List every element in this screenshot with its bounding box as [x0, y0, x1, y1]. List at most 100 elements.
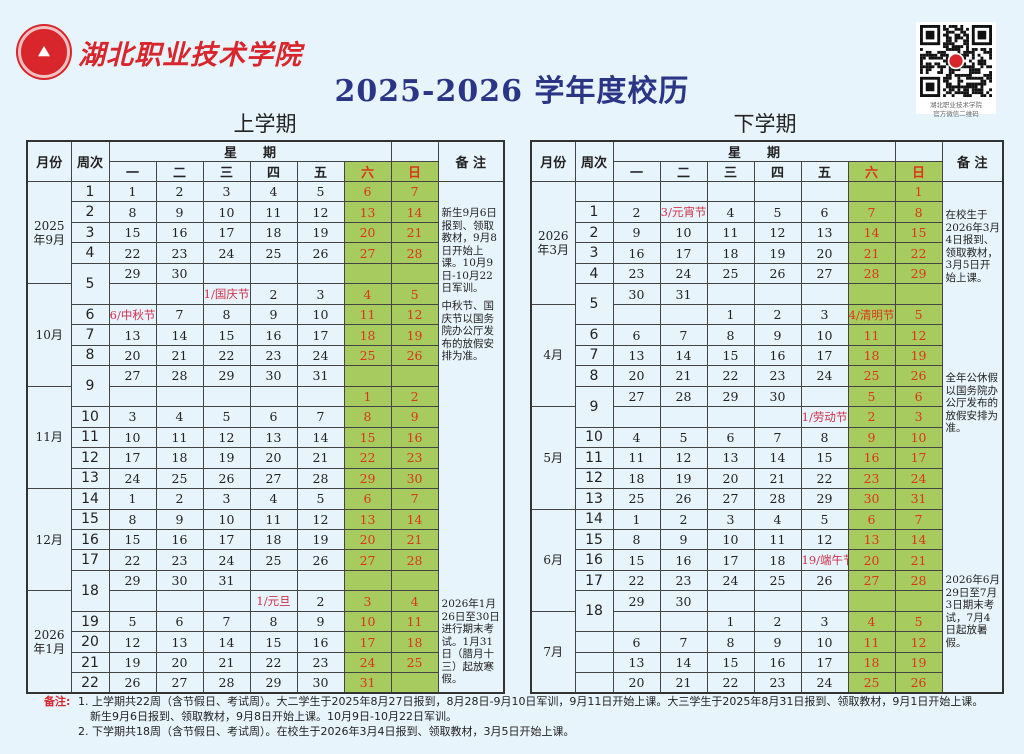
- day-cell: 3: [800, 303, 849, 326]
- month-cell: 4月: [530, 303, 576, 408]
- footer-line-3: 2. 下学期共18周（含节假日、考试周）。在校生于2026年3月4日报到、领取教…: [78, 725, 575, 738]
- day-cell: 22: [249, 651, 298, 674]
- day-cell: 21: [155, 344, 204, 367]
- day-cell: 31: [202, 569, 251, 592]
- day-cell: [706, 590, 755, 612]
- day-cell: 13: [847, 528, 896, 551]
- day-cell: 8: [108, 508, 157, 530]
- day-cell: 9: [753, 631, 802, 653]
- day-cell: 30: [155, 569, 204, 592]
- logo-text: 湖北职业技术学院: [78, 39, 302, 71]
- day-cell: [847, 180, 896, 203]
- week-number: 10: [574, 426, 614, 449]
- day-cell: 12: [894, 631, 943, 653]
- calendar-row: 4月 1 2 3 4/清明节 5: [530, 303, 1003, 408]
- day-cell: 14: [390, 201, 439, 223]
- day-cell: 17: [800, 344, 849, 367]
- week-number: 1: [70, 180, 110, 203]
- day-cell: 28: [847, 262, 896, 285]
- week-number: [574, 651, 614, 674]
- day-cell: 27: [800, 262, 849, 285]
- day-cell: [753, 180, 802, 203]
- day-cell: 15: [612, 549, 661, 571]
- week-number: 6: [574, 324, 614, 346]
- day-cell: 7: [296, 406, 345, 428]
- day-cell: 20: [155, 651, 204, 674]
- day-cell: 19: [753, 242, 802, 264]
- calendar-row: 12 18 19 20 21 22 23 24: [531, 467, 1003, 490]
- day-cell: 6: [249, 406, 298, 428]
- week-number: 3: [70, 221, 110, 244]
- calendar-row: 2025年9月 1 1 2 3 4 5 6 7 新生9月6日报到、领取教材，9月8日开始上课。10…: [26, 180, 505, 694]
- day-cell: 11: [155, 426, 204, 449]
- day-cell: 3: [202, 488, 251, 510]
- day-cell: 16: [155, 221, 204, 244]
- week-number: 13: [574, 488, 614, 510]
- notes-header: 备 注: [941, 140, 1004, 182]
- day-cell: [800, 385, 849, 408]
- week-number: 17: [70, 549, 110, 571]
- day-cell: 10: [343, 610, 392, 633]
- day-cell: 11: [706, 221, 755, 244]
- day-cell: 12: [390, 303, 439, 326]
- day-cell: 14: [390, 508, 439, 530]
- day-cell: 20: [612, 672, 661, 694]
- note-text: 中秋节、国庆节以国务院办公厅发布的放假安排为准。: [441, 300, 495, 362]
- day-cell: 19: [659, 467, 708, 490]
- day-cell: 25: [753, 569, 802, 592]
- day-cell: 18: [390, 631, 439, 653]
- week-number: [574, 631, 614, 653]
- day-cell: 27: [155, 672, 204, 694]
- note-text: 全年公休假以国务院办公厅发布的放假安排为准。: [945, 372, 999, 434]
- calendar-row: 5 29 30: [27, 262, 504, 305]
- calendar-row: 13 24 25 26 27 28 29 30: [27, 467, 504, 490]
- day-cell: 19: [390, 324, 439, 346]
- day-cell: 6: [612, 631, 661, 653]
- day-cell: 19: [202, 447, 251, 469]
- day-cell: 2: [612, 201, 661, 223]
- note-text: 2026年6月29日至7月3日期末考试，7月4日起放暑假。: [945, 574, 1000, 649]
- day-cell: 14: [659, 344, 708, 367]
- day-cell: [659, 303, 708, 326]
- day-cell: [390, 672, 439, 694]
- day-cell: 1: [706, 303, 755, 326]
- day-cell: 22: [108, 549, 157, 571]
- day-cell: 4: [249, 180, 298, 203]
- day-cell: 19: [108, 651, 157, 674]
- holiday-cell: 4/清明节: [847, 303, 896, 326]
- day-cell: 15: [800, 447, 849, 469]
- day-cell: 2: [847, 406, 896, 428]
- calendar-row: 8 20 21 22 23 24 25 26: [531, 365, 1003, 387]
- first-semester-calendar: 月份 周次星 期备 注一二三四五六日 2025年9月 1 1 2 3 4 5 6 7 新生9月6日报到…: [26, 140, 506, 695]
- day-cell: 11: [847, 631, 896, 653]
- page-title: 2025-2026 学年度校历: [334, 74, 690, 109]
- day-cell: 5: [202, 406, 251, 428]
- calendar-row: 5 30 31: [531, 283, 1003, 326]
- day-cell: 19: [296, 528, 345, 551]
- day-cell: 6: [343, 488, 392, 510]
- day-cell: 12: [296, 201, 345, 223]
- second-semester-calendar: 月份 周次星 期备 注一二三四五六日 2026年3月 1 在校生于2026年3月4日报到…: [530, 140, 1005, 695]
- weekday-header: 五: [800, 161, 849, 182]
- week-number: 10: [70, 406, 110, 428]
- day-cell: 8: [800, 426, 849, 449]
- day-cell: [800, 590, 849, 612]
- day-cell: 23: [249, 344, 298, 367]
- day-cell: 12: [753, 221, 802, 244]
- day-cell: 20: [108, 344, 157, 367]
- calendar-row: 12月 14 1 2 3 4 5 6 7: [26, 488, 504, 592]
- week-number: 2: [70, 201, 110, 223]
- day-cell: 9: [296, 610, 345, 633]
- day-cell: 6: [155, 610, 204, 633]
- month-cell: 2026年1月: [26, 590, 72, 694]
- week-number: 17: [574, 569, 614, 592]
- day-cell: 13: [343, 201, 392, 223]
- day-cell: 5: [894, 303, 943, 326]
- day-cell: 4: [753, 508, 802, 530]
- day-cell: 7: [659, 631, 708, 653]
- calendar-row: 22 26 27 28 29 30 31: [27, 672, 504, 694]
- day-cell: 24: [800, 365, 849, 387]
- day-cell: 18: [847, 651, 896, 674]
- calendar-row: 9 27 28 29 30 5 6: [531, 385, 1003, 428]
